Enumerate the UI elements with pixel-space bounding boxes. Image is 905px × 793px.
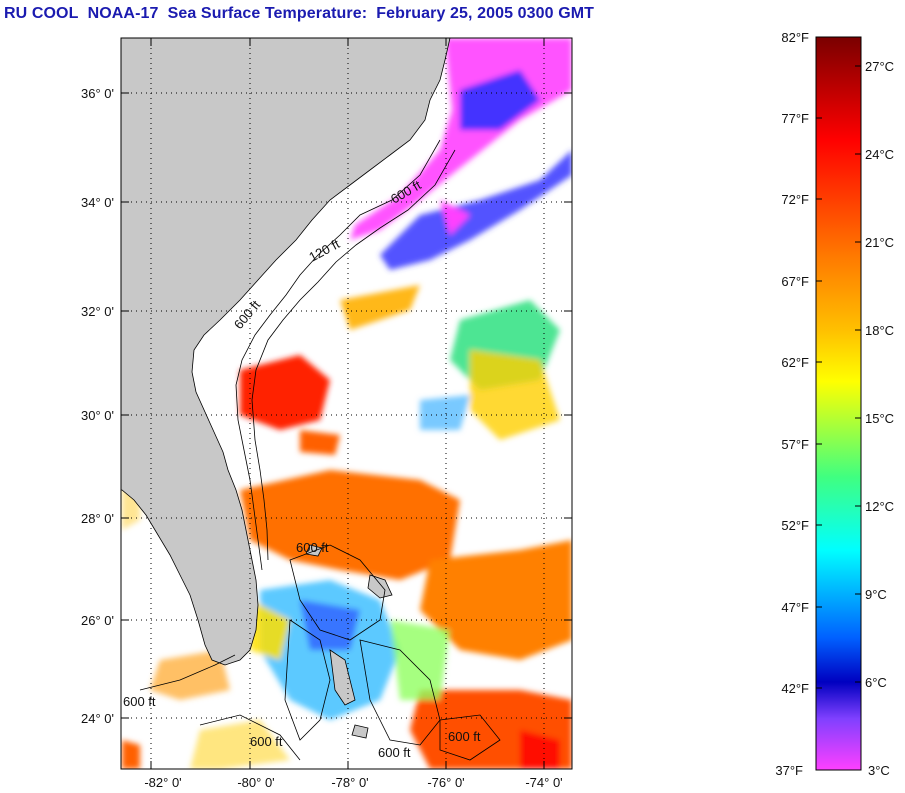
title-product: Sea Surface Temperature: [167,5,368,22]
title-program: RU COOL [4,5,79,22]
latitude-labels: 36° 0' 34° 0' 32° 0' 30° 0' 28° 0' 26° 0… [81,86,114,726]
contour-label: 600 ft [250,734,283,749]
map-title: RU COOL NOAA-17 Sea Surface Temperature:… [4,5,594,23]
colorbar-fahrenheit-label: 37°F [775,763,803,778]
colorbar-fahrenheit-label: 72°F [781,192,809,207]
title-satellite: NOAA-17 [87,5,159,22]
colorbar-fahrenheit-label: 62°F [781,355,809,370]
colorbar-celsius-label: 18°C [865,323,894,338]
colorbar-celsius-label: 15°C [865,411,894,426]
colorbar-fahrenheit-label: 82°F [781,30,809,45]
colorbar-fahrenheit-label: 77°F [781,111,809,126]
lat-tick-label: 26° 0' [81,613,114,628]
colorbar-fahrenheit-label: 57°F [781,437,809,452]
lat-tick-label: 34° 0' [81,195,114,210]
colorbar-ticks [816,65,861,689]
contour-label: 600 ft [448,729,481,744]
land-mainland [121,38,451,666]
title-datetime: February 25, 2005 0300 GMT [376,5,595,22]
contour-label: 600 ft [296,540,329,555]
contour-label: 600 ft [378,745,411,760]
lat-tick-label: 24° 0' [81,711,114,726]
axis-ticks [121,38,572,769]
colorbar-celsius-label: 27°C [865,59,894,74]
colorbar-fahrenheit-label: 42°F [781,681,809,696]
colorbar-gradient [815,36,862,771]
temperature-colorbar: 82°F 77°F 72°F 67°F 62°F 57°F 52°F 47°F … [775,30,894,778]
lon-tick-label: -78° 0' [331,775,368,790]
colorbar-celsius-label: 24°C [865,147,894,162]
map-gridlines [121,38,572,769]
longitude-labels: -82° 0' -80° 0' -78° 0' -76° 0' -74° 0' [144,775,562,790]
depth-contours [139,139,501,761]
colorbar-fahrenheit-label: 52°F [781,518,809,533]
lat-tick-label: 28° 0' [81,511,114,526]
map-frame [120,37,573,770]
lon-tick-label: -82° 0' [144,775,181,790]
lon-tick-label: -74° 0' [525,775,562,790]
colorbar-celsius-label: 9°C [865,587,887,602]
colorbar-celsius-label: 12°C [865,499,894,514]
lat-tick-label: 36° 0' [81,86,114,101]
colorbar-celsius-label: 3°C [868,763,890,778]
colorbar-fahrenheit-label: 67°F [781,274,809,289]
bahamas-islands [305,544,393,739]
lat-tick-label: 30° 0' [81,408,114,423]
colorbar-celsius-label: 21°C [865,235,894,250]
colorbar-fahrenheit-label: 47°F [781,600,809,615]
contour-label: 600 ft [123,694,156,709]
map-content: 120 ft 600 ft 600 ft 600 ft 600 ft 600 f… [121,38,572,769]
lon-tick-label: -76° 0' [427,775,464,790]
colorbar-celsius-label: 6°C [865,675,887,690]
lat-tick-label: 32° 0' [81,304,114,319]
lon-tick-label: -80° 0' [237,775,274,790]
